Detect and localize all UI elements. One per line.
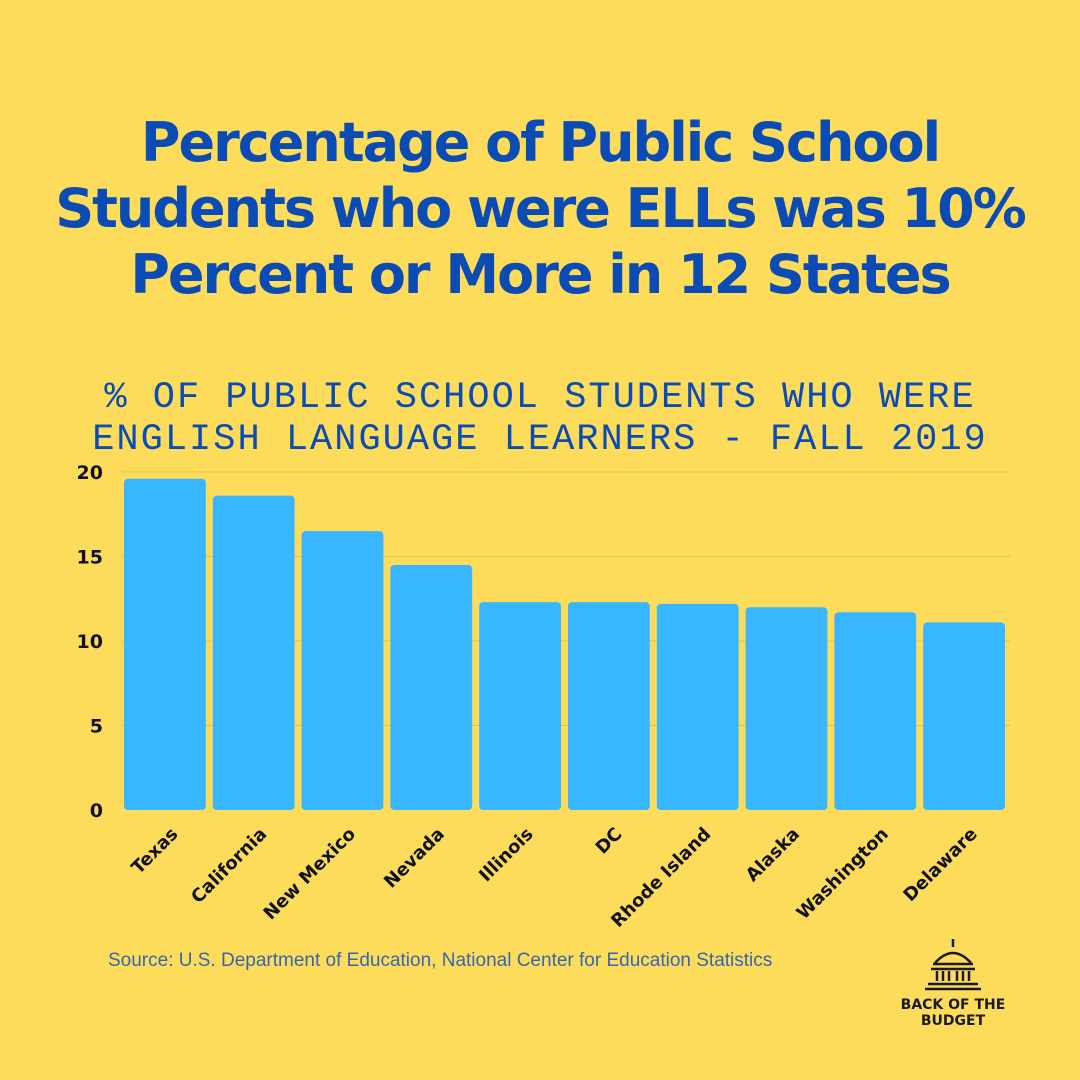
logo-text: BACK OF THE BUDGET bbox=[900, 997, 1006, 1029]
bar bbox=[479, 602, 561, 810]
x-tick-label: Alaska bbox=[742, 824, 804, 886]
capitol-dome-icon bbox=[925, 939, 981, 991]
x-tick-label: New Mexico bbox=[260, 824, 360, 924]
y-tick-label: 20 bbox=[77, 462, 103, 484]
bar bbox=[568, 602, 650, 810]
y-tick-label: 10 bbox=[77, 631, 103, 653]
bar bbox=[923, 622, 1005, 810]
y-tick-label: 5 bbox=[90, 716, 103, 738]
bar bbox=[212, 495, 295, 810]
x-tick-label: California bbox=[187, 824, 271, 908]
page-title: Percentage of Public School Students who… bbox=[55, 111, 1027, 306]
chart-title: % OF PUBLIC SCHOOL STUDENTS WHO WERE ENG… bbox=[60, 335, 1020, 461]
x-tick-label: Nevada bbox=[380, 824, 449, 893]
bar bbox=[656, 603, 739, 810]
bar bbox=[745, 607, 828, 810]
x-tick-label: DC bbox=[592, 824, 627, 859]
y-tick-label: 15 bbox=[77, 547, 103, 569]
bar bbox=[390, 564, 473, 810]
bar bbox=[124, 478, 206, 810]
x-tick-label: Illinois bbox=[475, 824, 537, 886]
bar bbox=[301, 531, 384, 810]
x-tick-label: Washington bbox=[793, 824, 893, 924]
y-axis-ticks: 0 5 10 15 20 bbox=[77, 462, 103, 822]
bar bbox=[834, 612, 917, 810]
source-note: Source: U.S. Department of Education, Na… bbox=[108, 950, 773, 971]
bars bbox=[124, 478, 1005, 810]
x-tick-label: Texas bbox=[128, 824, 183, 879]
y-tick-label: 0 bbox=[90, 800, 103, 822]
logo: BACK OF THE BUDGET bbox=[888, 935, 1018, 1035]
x-tick-label: Delaware bbox=[899, 824, 981, 906]
chart-title-text: % OF PUBLIC SCHOOL STUDENTS WHO WERE ENG… bbox=[92, 377, 988, 461]
